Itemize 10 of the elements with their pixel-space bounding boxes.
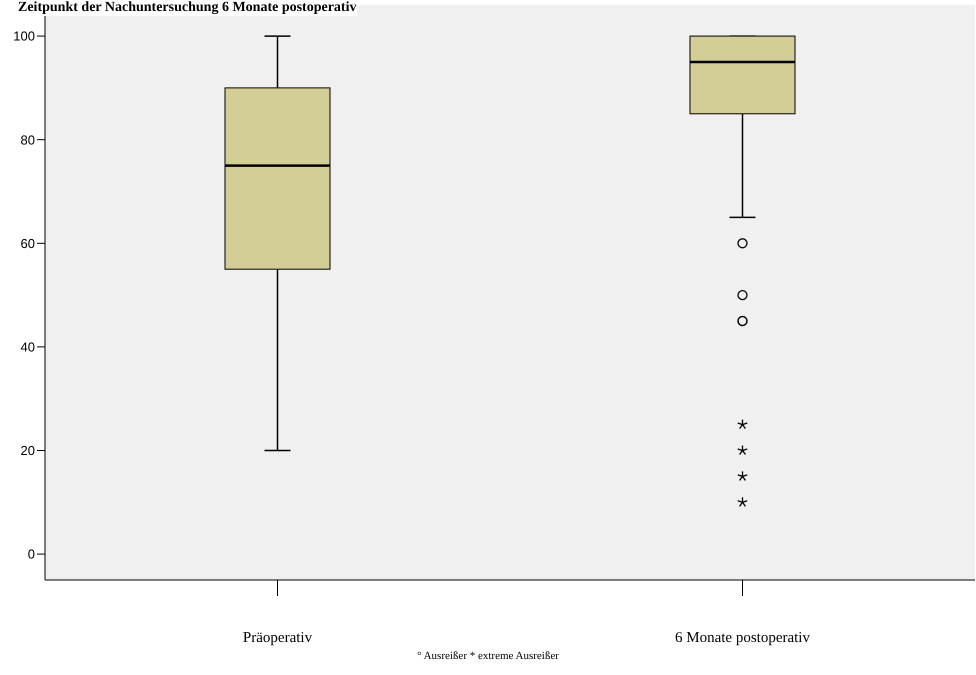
y-tick-label: 40 (20, 340, 35, 355)
y-tick-label: 0 (28, 546, 35, 562)
x-tick-label: 6 Monate postoperativ (675, 630, 810, 646)
y-tick-label: 80 (20, 132, 35, 148)
y-tick-label: 20 (20, 443, 35, 458)
x-tick-label: Präoperativ (242, 630, 313, 646)
y-tick-label: 60 (20, 236, 35, 251)
text: ° Ausreißer * extreme Ausreißer (416, 650, 560, 662)
chart-title: Zeitpunkt der Nachuntersuchung 6 Monate postoperativ (18, 0, 356, 16)
y-tick-label: 100 (13, 28, 35, 44)
